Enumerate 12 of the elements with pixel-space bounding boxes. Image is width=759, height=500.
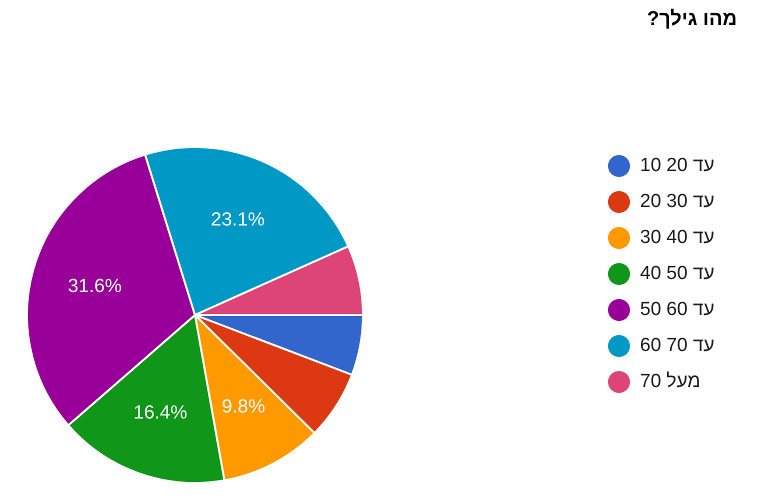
legend-label: עד 50 40	[640, 263, 714, 285]
legend-label: עד 60 50	[640, 299, 714, 321]
data-label: 9.8%	[222, 396, 266, 418]
legend-label: עד 30 20	[640, 191, 714, 213]
legend-label: עד 40 30	[640, 227, 714, 249]
data-label: 23.1%	[210, 210, 265, 231]
data-label: 16.4%	[133, 402, 188, 424]
legend-label: מעל 70	[640, 371, 700, 393]
legend-label: עד 20 10	[640, 155, 714, 177]
data-label: 31.6%	[68, 276, 122, 298]
legend-label: עד 70 60	[640, 335, 714, 357]
chart-title: מהו גילך?	[646, 8, 737, 31]
